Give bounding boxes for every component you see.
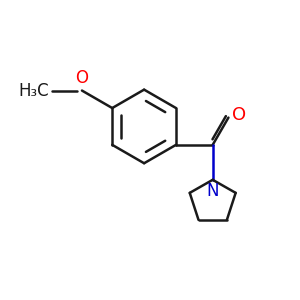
Text: O: O xyxy=(76,69,88,87)
Text: H₃C: H₃C xyxy=(18,82,49,100)
Text: O: O xyxy=(232,106,246,124)
Text: N: N xyxy=(206,182,219,200)
